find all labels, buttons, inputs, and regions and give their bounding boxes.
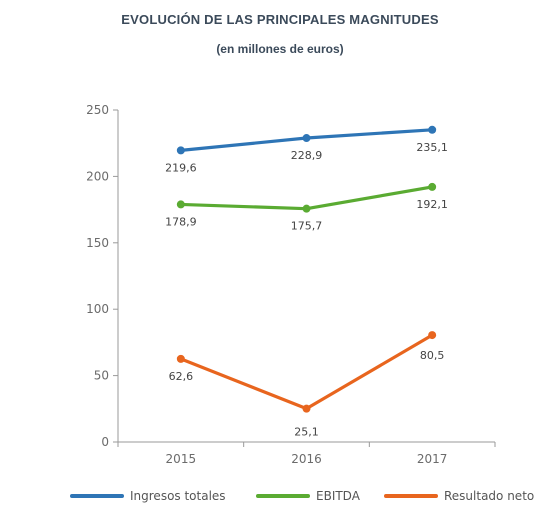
data-point (302, 404, 311, 413)
data-point (302, 204, 311, 213)
legend-label: EBITDA (316, 489, 361, 503)
data-point (428, 182, 437, 191)
data-label: 219,6 (165, 161, 197, 174)
legend-label: Resultado neto (444, 489, 534, 503)
x-tick-label: 2016 (291, 452, 322, 466)
data-point (176, 146, 185, 155)
data-label: 178,9 (165, 215, 197, 228)
data-label: 80,5 (420, 349, 445, 362)
data-label: 192,1 (416, 198, 448, 211)
series-line (179, 333, 434, 411)
data-label: 235,1 (416, 141, 448, 154)
data-label: 175,7 (291, 220, 323, 233)
y-tick-label: 0 (101, 435, 109, 449)
legend-label: Ingresos totales (130, 489, 226, 503)
chart-subtitle: (en millones de euros) (216, 42, 344, 56)
data-point (428, 125, 437, 134)
data-point (176, 354, 185, 363)
data-point (428, 331, 437, 340)
x-tick-label: 2017 (417, 452, 448, 466)
y-tick-label: 200 (86, 169, 109, 183)
y-tick-label: 100 (86, 302, 109, 316)
data-point (302, 134, 311, 143)
data-point (176, 200, 185, 209)
chart-title: EVOLUCIÓN DE LAS PRINCIPALES MAGNITUDES (121, 12, 439, 27)
y-tick-label: 150 (86, 236, 109, 250)
data-label: 62,6 (169, 370, 194, 383)
y-tick-label: 250 (86, 103, 109, 117)
data-label: 25,1 (294, 426, 319, 439)
data-label: 228,9 (291, 149, 323, 162)
x-tick-label: 2015 (166, 452, 197, 466)
y-tick-label: 50 (94, 369, 109, 383)
